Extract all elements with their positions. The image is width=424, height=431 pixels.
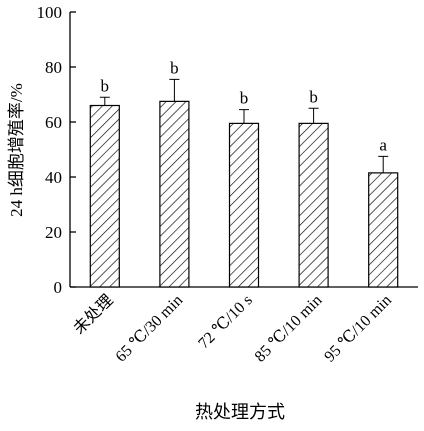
significance-label: b — [240, 89, 249, 108]
significance-label: b — [170, 58, 179, 77]
y-tick-label: 20 — [45, 223, 62, 242]
bar — [159, 100, 190, 288]
x-tick-label: 72 ℃/10 s — [195, 292, 256, 353]
y-tick-label: 100 — [37, 3, 63, 22]
y-tick-label: 60 — [45, 113, 62, 132]
significance-label: a — [379, 135, 387, 154]
x-axis-label: 热处理方式 — [195, 402, 285, 422]
bar — [89, 104, 120, 288]
y-axis-label: 24 h细胞增殖率/% — [7, 83, 26, 217]
bars: b b b b a — [89, 58, 399, 288]
x-tick-label: 未处理 — [70, 291, 117, 338]
y-tick-label: 0 — [54, 278, 63, 297]
y-tick-label: 40 — [45, 168, 62, 187]
x-tick-label: 65 ℃/30 min — [113, 292, 187, 366]
significance-label: b — [309, 87, 318, 106]
y-ticks: 0 20 40 60 80 100 — [37, 3, 76, 297]
x-tick-label: 85 ℃/10 min — [252, 292, 326, 366]
significance-label: b — [101, 76, 110, 95]
y-tick-label: 80 — [45, 58, 62, 77]
bar — [228, 122, 260, 288]
bar — [368, 172, 399, 288]
x-tick-label: 95 ℃/10 min — [321, 292, 395, 366]
bar — [298, 122, 329, 288]
